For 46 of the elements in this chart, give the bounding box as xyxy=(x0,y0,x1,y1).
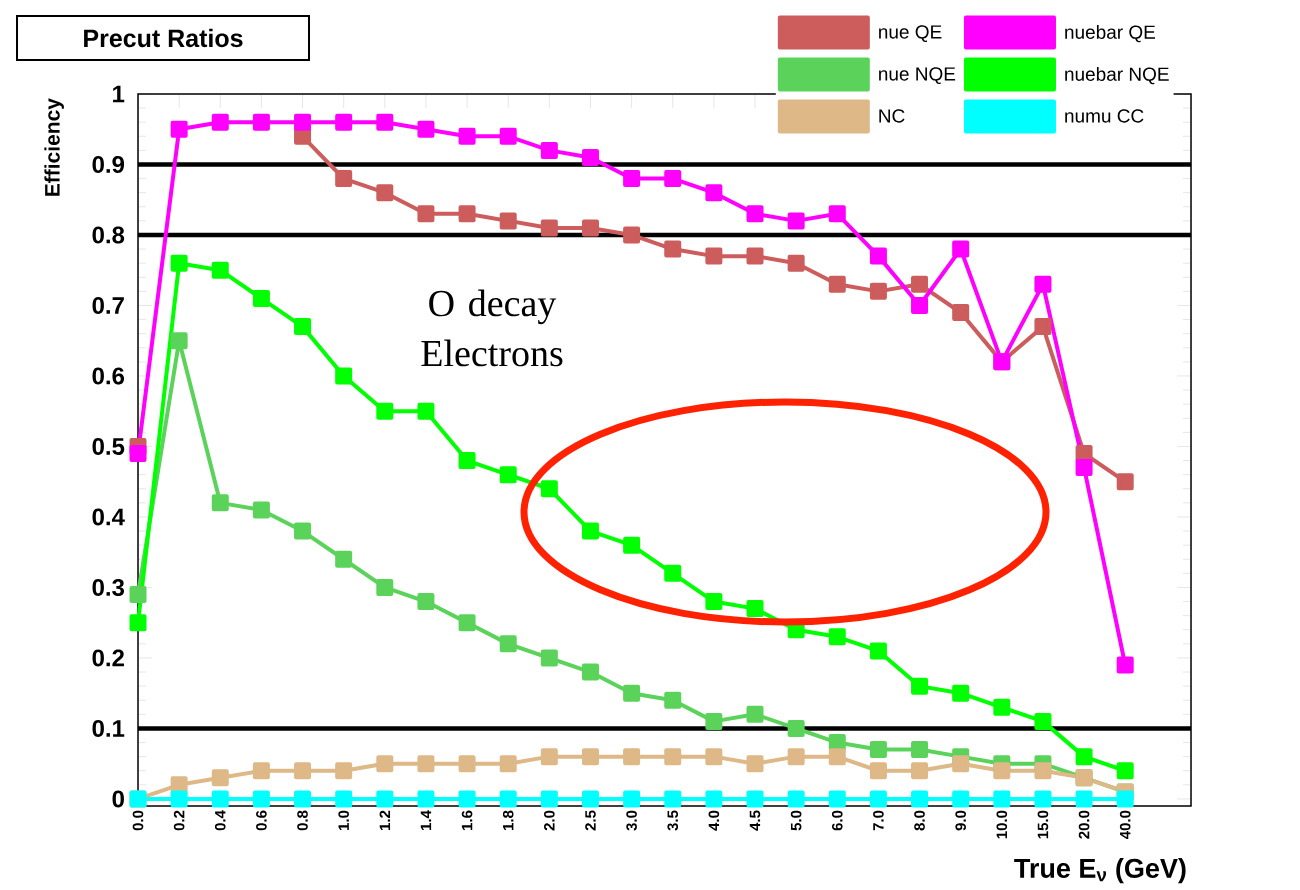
x-axis-title: True E$_{ν}$ (GeV) xyxy=(1014,858,1186,884)
x-tick-label: 1.4 xyxy=(420,810,432,830)
legend-label: NC xyxy=(879,109,905,123)
x-tick-label: 10.0 xyxy=(996,810,1008,839)
legend-label: nue NQE xyxy=(879,67,956,85)
x-tick-label: 20.0 xyxy=(1078,810,1090,839)
y-tick-label: 1 xyxy=(113,85,125,103)
x-tick-label: 40.0 xyxy=(1119,810,1131,840)
y-tick-label: 0.2 xyxy=(92,649,124,667)
y-tick-label: 0.5 xyxy=(92,437,125,455)
chart-title: Precut Ratios xyxy=(84,28,243,48)
legend-label: nue QE xyxy=(879,25,942,43)
x-tick-label: 2.0 xyxy=(544,810,555,831)
y-tick-label: 0 xyxy=(112,790,124,808)
x-tick-label: 0.6 xyxy=(256,810,267,831)
y-axis-title: Efficiency xyxy=(44,98,64,196)
x-tick-label: 0.2 xyxy=(173,810,185,831)
y-tick-label: 0.4 xyxy=(92,508,125,526)
x-tick-label: 9.0 xyxy=(955,810,966,831)
legend-label: numu CC xyxy=(1065,109,1144,123)
annotation: O decay Electrons xyxy=(421,289,563,367)
x-tick-label: 0.8 xyxy=(297,810,308,831)
x-tick-label: 4.0 xyxy=(708,810,720,831)
x-tick-label: 3.0 xyxy=(626,810,637,831)
y-tick-label: 0.3 xyxy=(92,578,125,596)
x-tick-label: 15.0 xyxy=(1037,810,1049,839)
y-tick-label: 0.7 xyxy=(92,296,124,314)
x-tick-label: 1.8 xyxy=(502,810,514,830)
x-tick-label: 8.0 xyxy=(914,810,925,831)
x-tick-label: 6.0 xyxy=(831,810,843,831)
legend-label: nuebar QE xyxy=(1065,24,1156,43)
x-tick-label: 7.0 xyxy=(873,810,884,831)
legend-label: nuebar NQE xyxy=(1065,66,1169,85)
y-tick-label: 0.6 xyxy=(92,367,125,385)
x-tick-label: 2.5 xyxy=(585,810,596,831)
x-tick-label: 4.5 xyxy=(749,810,761,831)
x-tick-label: 0.4 xyxy=(214,810,226,831)
x-tick-label: 1.0 xyxy=(338,810,349,830)
y-tick-label: 0.1 xyxy=(92,719,125,737)
x-tick-label: 1.6 xyxy=(461,810,473,830)
y-tick-label: 0.8 xyxy=(92,226,125,244)
x-tick-label: 3.5 xyxy=(667,810,679,831)
y-tick-label: 0.9 xyxy=(92,155,125,173)
x-tick-label: 0.0 xyxy=(132,810,144,831)
x-tick-label: 1.2 xyxy=(379,810,391,830)
x-tick-label: 5.0 xyxy=(790,810,802,831)
